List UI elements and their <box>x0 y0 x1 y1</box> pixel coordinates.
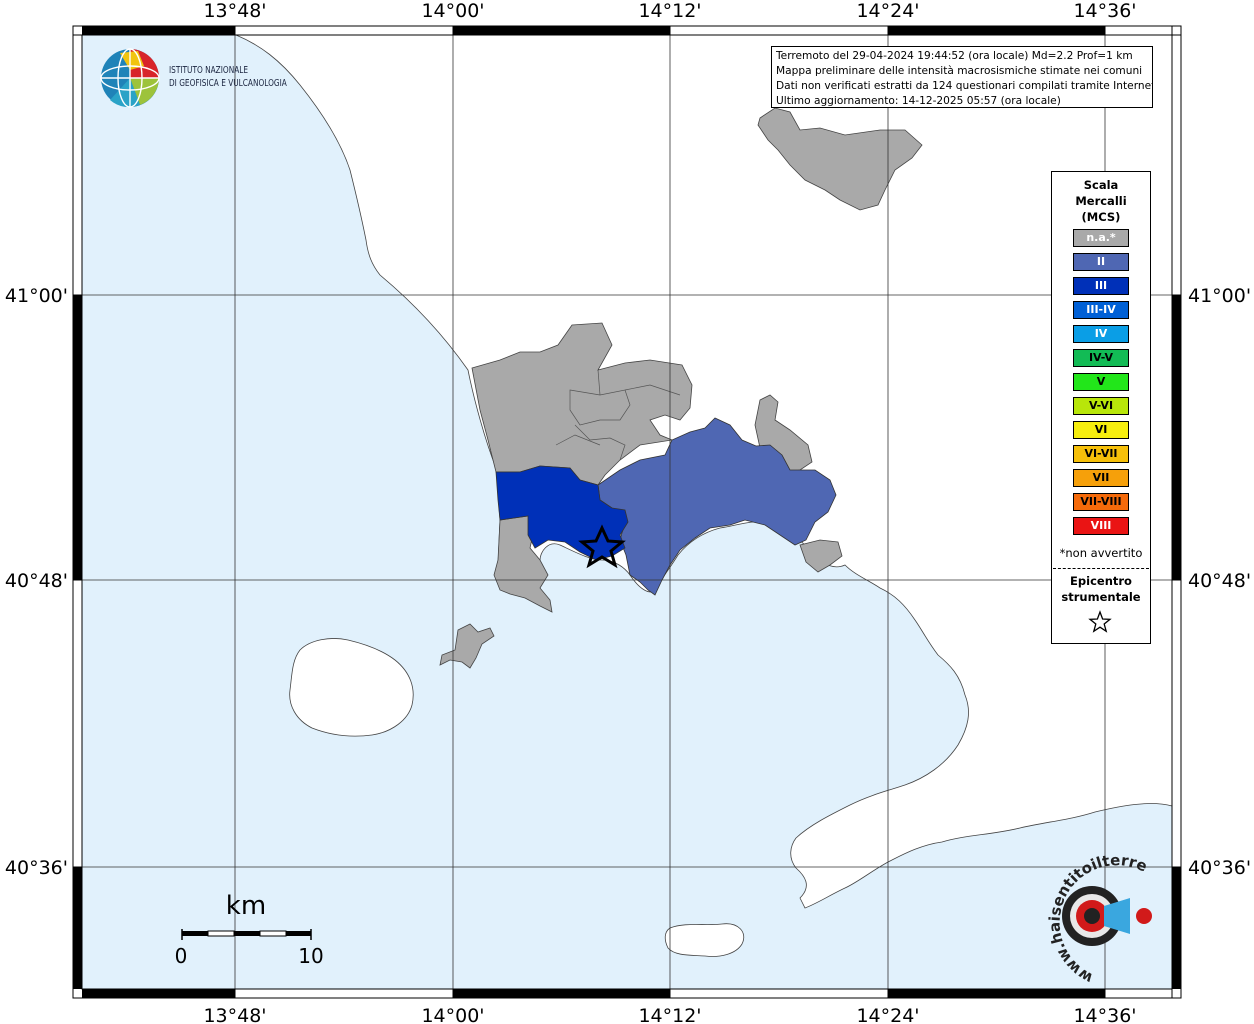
legend-title-line: (MCS) <box>1081 210 1121 224</box>
left-lat-label: 40°36' <box>5 857 68 879</box>
top-lon-label: 13°48' <box>203 0 266 22</box>
left-latitude-labels: 41°00' 40°48' 40°36' <box>5 285 68 879</box>
legend-separator <box>1053 568 1149 569</box>
legend-title-line: Mercalli <box>1075 194 1127 208</box>
bottom-lon-label: 14°36' <box>1073 1005 1136 1024</box>
capri-island <box>664 923 745 957</box>
event-info-line: Terremoto del 29-04-2024 19:44:52 (ora l… <box>776 50 1133 62</box>
event-info-box: Terremoto del 29-04-2024 19:44:52 (ora l… <box>771 46 1153 108</box>
legend-epicenter-line: strumentale <box>1061 590 1141 604</box>
event-info-line: Dati non verificati estratti da 124 ques… <box>776 80 1153 92</box>
epicenter-star-icon <box>1088 610 1112 633</box>
legend-swatch: IV <box>1073 325 1129 343</box>
municipal-boundaries <box>555 369 681 461</box>
legend-swatch: II <box>1073 253 1129 271</box>
top-lon-label: 14°12' <box>638 0 701 22</box>
legend-swatch: VIII <box>1073 517 1129 535</box>
bottom-lon-label: 14°24' <box>856 1005 919 1024</box>
bottom-lon-label: 14°12' <box>638 1005 701 1024</box>
top-lon-label: 14°36' <box>1073 0 1136 22</box>
top-lon-label: 14°00' <box>421 0 484 22</box>
legend-title: Scala Mercalli (MCS) <box>1052 177 1150 225</box>
area-intensity-III <box>495 465 629 561</box>
legend-swatch: n.a.* <box>1073 229 1129 247</box>
right-latitude-labels: 41°00' 40°48' 40°36' <box>1188 285 1251 879</box>
top-longitude-labels: 13°48' 14°00' 14°12' 14°24' 14°36' <box>203 0 1136 22</box>
bottom-lon-label: 13°48' <box>203 1005 266 1024</box>
bottom-longitude-labels: 13°48' 14°00' 14°12' 14°24' 14°36' <box>203 1005 1136 1024</box>
northern-area-grey <box>757 107 923 211</box>
scale-unit: km <box>226 891 266 921</box>
left-lat-label: 41°00' <box>5 285 68 307</box>
area-intensity-II <box>597 417 837 596</box>
legend-swatch: VII <box>1073 469 1129 487</box>
ingv-name-line2: DI GEOFISICA E VULCANOLOGIA <box>169 78 287 89</box>
scale-min: 0 <box>175 944 188 968</box>
top-lon-label: 14°24' <box>856 0 919 22</box>
ingv-logo: ISTITUTO NAZIONALE DI GEOFISICA E VULCAN… <box>100 48 320 110</box>
legend-note: *non avvertito <box>1059 546 1143 560</box>
event-info-line: Ultimo aggiornamento: 14-12-2025 05:57 (… <box>776 95 1061 107</box>
epicenter-star <box>578 524 626 569</box>
ingv-globe-icon <box>100 48 160 108</box>
legend-swatch: VII-VIII <box>1073 493 1129 511</box>
right-lat-label: 40°36' <box>1188 857 1251 879</box>
area-na-southeast <box>799 539 843 573</box>
legend-swatch: V-VI <box>1073 397 1129 415</box>
bottom-lon-label: 14°00' <box>421 1005 484 1024</box>
mcs-legend: Scala Mercalli (MCS) n.a.* II III III-IV IV I… <box>1051 171 1151 644</box>
scale-max: 10 <box>298 944 323 968</box>
legend-swatch: VI <box>1073 421 1129 439</box>
legend-swatch: III <box>1073 277 1129 295</box>
procida-island <box>439 623 495 669</box>
legend-swatch: IV-V <box>1073 349 1129 367</box>
legend-epicenter-label: Epicentro strumentale <box>1052 573 1150 605</box>
ingv-name-line1: ISTITUTO NAZIONALE <box>169 65 249 76</box>
legend-title-line: Scala <box>1083 178 1119 192</box>
event-info-line: Mappa preliminare delle intensità macros… <box>776 65 1143 77</box>
legend-epicenter-line: Epicentro <box>1070 574 1132 588</box>
right-lat-label: 41°00' <box>1188 285 1251 307</box>
map-frame <box>72 25 1182 999</box>
legend-swatch: VI-VII <box>1073 445 1129 463</box>
right-lat-label: 40°48' <box>1188 570 1251 592</box>
ischia-island <box>289 638 414 737</box>
legend-swatch: III-IV <box>1073 301 1129 319</box>
left-lat-label: 40°48' <box>5 570 68 592</box>
legend-swatch: V <box>1073 373 1129 391</box>
scale-bar: km 0 10 <box>175 891 324 968</box>
